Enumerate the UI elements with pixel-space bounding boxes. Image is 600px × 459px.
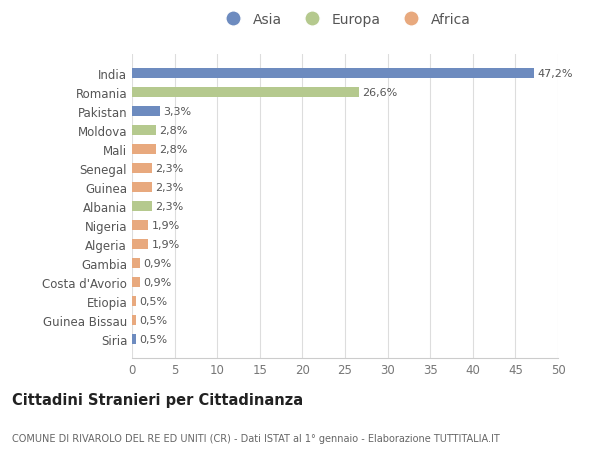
Text: 1,9%: 1,9% (152, 240, 180, 249)
Text: 2,8%: 2,8% (159, 145, 188, 155)
Bar (132, 126, 156, 136)
Legend: Asia, Europa, Africa: Asia, Europa, Africa (214, 7, 476, 33)
Bar (132, 106, 160, 117)
Bar (132, 315, 136, 325)
Bar (132, 69, 534, 79)
Text: Cittadini Stranieri per Cittadinanza: Cittadini Stranieri per Cittadinanza (12, 392, 303, 407)
Text: 26,6%: 26,6% (362, 88, 397, 98)
Bar (132, 163, 152, 174)
Text: 0,5%: 0,5% (140, 315, 168, 325)
Bar (132, 277, 140, 287)
Bar (132, 334, 136, 344)
Text: 0,9%: 0,9% (143, 258, 172, 269)
Bar (132, 202, 152, 212)
Text: 0,5%: 0,5% (140, 296, 168, 306)
Bar (132, 145, 156, 155)
Text: 2,3%: 2,3% (155, 164, 183, 174)
Text: 2,3%: 2,3% (155, 183, 183, 193)
Text: 47,2%: 47,2% (538, 69, 573, 79)
Bar (132, 239, 148, 250)
Bar (132, 182, 152, 193)
Text: 0,9%: 0,9% (143, 277, 172, 287)
Bar (132, 296, 136, 307)
Bar (132, 258, 140, 269)
Text: 3,3%: 3,3% (164, 107, 191, 117)
Bar (132, 220, 148, 231)
Text: 0,5%: 0,5% (140, 334, 168, 344)
Text: 2,3%: 2,3% (155, 202, 183, 212)
Text: 1,9%: 1,9% (152, 220, 180, 230)
Text: COMUNE DI RIVAROLO DEL RE ED UNITI (CR) - Dati ISTAT al 1° gennaio - Elaborazion: COMUNE DI RIVAROLO DEL RE ED UNITI (CR) … (12, 433, 500, 442)
Bar (132, 88, 359, 98)
Text: 2,8%: 2,8% (159, 126, 188, 136)
